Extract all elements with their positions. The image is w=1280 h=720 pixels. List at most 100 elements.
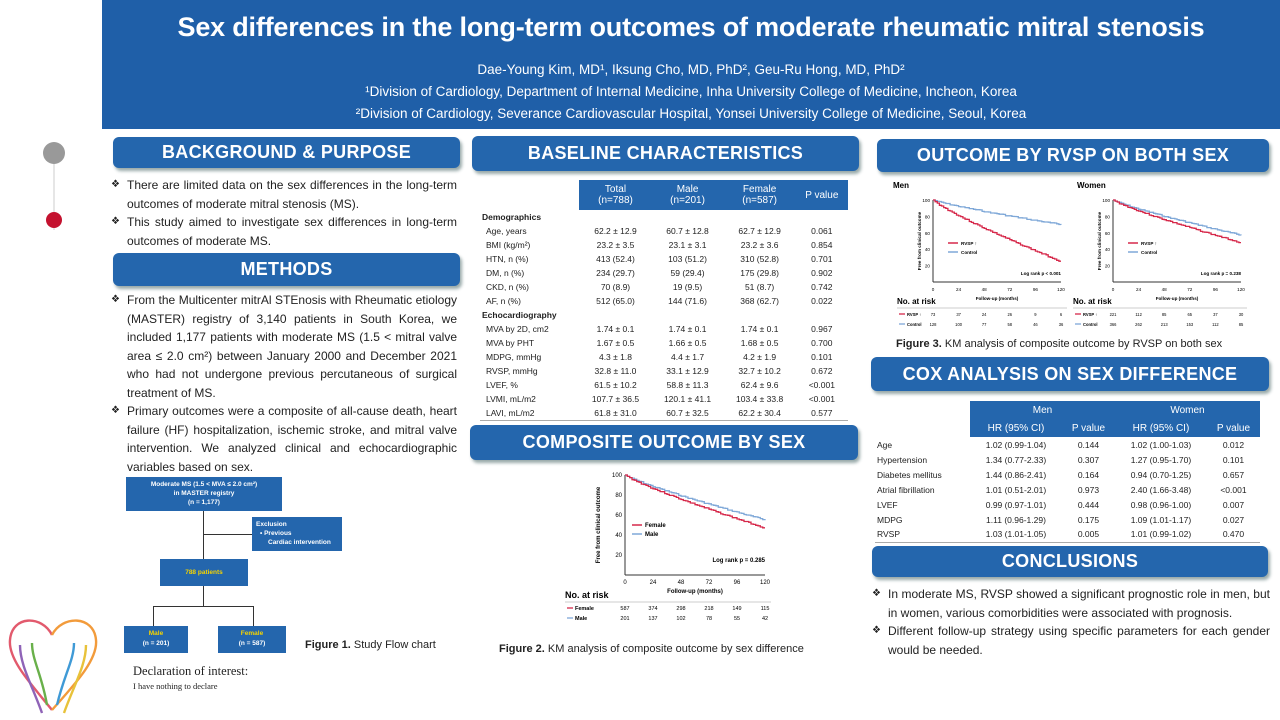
table-cell: <0.001	[808, 380, 835, 390]
legend-label: Control	[961, 250, 977, 255]
flow-box-patients: 788 patients	[160, 559, 248, 586]
y-tick-label: 80	[925, 214, 931, 219]
table-cell: 0.742	[811, 282, 833, 292]
risk-count: 112	[1212, 322, 1219, 327]
table-cell: 60.7 ± 12.8	[666, 226, 709, 236]
table-cell: 62.2 ± 30.4	[738, 407, 781, 418]
table-row: HTN, n (%) 413 (52.4) 103 (51.2) 310 (52.8)…	[480, 252, 848, 266]
logrank-label: Log rank p = 0.285	[712, 558, 765, 564]
table-cell: 1.11 (0.96-1.29)	[986, 514, 1046, 525]
table-row: BMI (kg/m²) 23.2 ± 3.5 23.1 ± 3.1 23.2 ± 3.…	[480, 238, 848, 252]
x-tick-label: 120	[760, 580, 771, 586]
timeline-decoration	[43, 142, 65, 230]
risk-count: 46	[1033, 322, 1038, 327]
table-row: RVSP, mmHg 32.8 ± 11.0 33.1 ± 12.9 32.7 ± 1…	[480, 364, 848, 378]
series-line-red	[625, 474, 765, 529]
x-axis-label: Follow-up (months)	[667, 589, 723, 595]
table-header-cell: Female (n=587)	[723, 180, 796, 210]
x-tick-label: 96	[734, 580, 741, 586]
table-row: CKD, n (%) 70 (8.9) 19 (9.5) 51 (8.7) 0.742	[480, 280, 848, 294]
table-row: RVSP 1.03 (1.01-1.05) 0.005 1.01 (0.99-1.02…	[875, 527, 1260, 542]
risk-count: 78	[706, 616, 712, 622]
table-header-cell: P value	[1206, 419, 1260, 437]
table-cell: Age	[877, 439, 893, 450]
flow-text: in MASTER registry	[173, 490, 235, 497]
cox-heading: COX ANALYSIS ON SEX DIFFERENCE	[871, 357, 1269, 391]
table-section-label: Echocardiography	[482, 310, 557, 320]
risk-count: 587	[620, 606, 629, 612]
flow-arrow	[203, 586, 204, 606]
x-axis-label: Follow-up (months)	[976, 296, 1019, 301]
caption-text: KM analysis of composite outcome by RVSP…	[941, 338, 1223, 350]
table-cell: 58.8 ± 11.3	[666, 380, 709, 390]
x-tick-label: 48	[982, 287, 988, 292]
legend-label: RVSP ↑	[961, 241, 977, 246]
table-cell: 23.1 ± 3.1	[668, 240, 707, 250]
x-tick-label: 24	[650, 580, 657, 586]
methods-list: From the Multicenter mitrAl STEnosis wit…	[111, 291, 457, 476]
x-tick-label: 24	[1136, 287, 1142, 292]
table-cell: <0.001	[808, 394, 835, 404]
table-cell: RVSP	[877, 529, 900, 540]
flow-box-exclusion: Exclusion • Previous Cardiac intervention	[252, 517, 342, 551]
table-cell: 62.4 ± 9.6	[740, 380, 779, 390]
risk-group-label: RVSP ↑	[907, 312, 921, 317]
table-cell: 23.2 ± 3.5	[596, 240, 635, 250]
risk-count: 128	[930, 322, 938, 327]
table-cell: 234 (29.7)	[596, 268, 635, 278]
table-cell: AF, n (%)	[486, 296, 521, 306]
risk-count: 6	[1060, 312, 1063, 317]
conclusion-item: Different follow-up strategy using speci…	[872, 622, 1270, 659]
table-cell: 1.67 ± 0.5	[596, 338, 635, 348]
risk-count: 366	[1110, 322, 1118, 327]
y-tick-label: 20	[615, 553, 622, 559]
risk-count: 58	[1008, 322, 1013, 327]
risk-count: 65	[1188, 312, 1193, 317]
table-cell: 2.40 (1.66-3.48)	[1130, 484, 1192, 495]
grey-dot-icon	[43, 142, 65, 164]
table-cell: 1.02 (1.00-1.03)	[1130, 439, 1192, 450]
table-row: MVA by 2D, cm2 1.74 ± 0.1 1.74 ± 0.1 1.74 ±…	[480, 322, 848, 336]
risk-count: 137	[648, 616, 657, 622]
table-cell: 0.164	[1077, 469, 1100, 480]
table-cell: 0.672	[811, 366, 833, 376]
y-tick-label: 60	[615, 513, 622, 519]
table-row: Age 1.02 (0.99-1.04) 0.144 1.02 (1.00-1.03)…	[875, 437, 1260, 452]
caption-label: Figure 1.	[305, 639, 351, 651]
table-cell: HTN, n (%)	[486, 254, 529, 264]
table-cell: 0.007	[1222, 499, 1245, 510]
table-cell: 4.4 ± 1.7	[671, 352, 705, 362]
table-cell: 0.967	[811, 324, 833, 334]
declaration-text: I have nothing to declare	[133, 681, 218, 691]
y-tick-label: 100	[612, 473, 623, 479]
table-row: DM, n (%) 234 (29.7) 59 (29.4) 175 (29.8) 0.…	[480, 266, 848, 280]
background-item: This study aimed to investigate sex diff…	[111, 213, 457, 250]
x-tick-label: 72	[1007, 287, 1013, 292]
flow-text: Moderate MS (1.5 < MVA ≤ 2.0 cm²)	[150, 481, 258, 488]
table-cell: Atrial fibrillation	[877, 484, 935, 495]
table-cell: 0.470	[1222, 529, 1245, 540]
risk-count: 9	[1034, 312, 1037, 317]
table-cell: 1.02 (0.99-1.04)	[985, 439, 1047, 450]
km-chart-women: 100 80 60 40 20 0 24 48 72 96 120 Follow-up (months…	[1073, 181, 1247, 327]
table-cell: 175 (29.8)	[740, 268, 779, 278]
table-cell: 19 (9.5)	[672, 282, 703, 292]
series-line-red	[1113, 199, 1241, 244]
table-cell: 368 (62.7)	[740, 296, 779, 306]
table-cell: 0.144	[1077, 439, 1100, 450]
table-cell: Diabetes mellitus	[877, 469, 942, 480]
table-cell: 32.8 ± 11.0	[594, 366, 637, 376]
y-axis-label: Free from clinical outcome	[917, 211, 922, 270]
table-cell: 70 (8.9)	[600, 282, 631, 292]
flow-text: (n = 587)	[238, 640, 266, 647]
table-cell: 1.74 ± 0.1	[740, 324, 779, 334]
table-row: LAVI, mL/m2 61.8 ± 31.0 60.7 ± 32.5 62.2 ± …	[480, 406, 848, 420]
table-cell: 1.74 ± 0.1	[668, 324, 707, 334]
table-cell: MVA by PHT	[486, 338, 535, 348]
table-row: LVEF 0.99 (0.97-1.01) 0.444 0.98 (0.96-1.00…	[875, 497, 1260, 512]
table-cell: 103.4 ± 33.8	[736, 394, 784, 404]
risk-group-label: Female	[575, 606, 594, 612]
risk-count: 112	[1135, 312, 1142, 317]
table-cell: 0.94 (0.70-1.25)	[1130, 469, 1192, 480]
